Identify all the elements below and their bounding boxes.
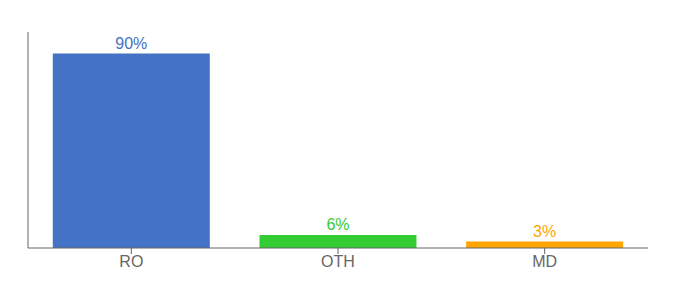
- svg-text:6%: 6%: [326, 216, 349, 233]
- svg-text:MD: MD: [532, 253, 557, 270]
- svg-text:OTH: OTH: [321, 253, 355, 270]
- svg-text:3%: 3%: [533, 223, 556, 240]
- svg-text:RO: RO: [119, 253, 143, 270]
- svg-text:90%: 90%: [115, 35, 147, 52]
